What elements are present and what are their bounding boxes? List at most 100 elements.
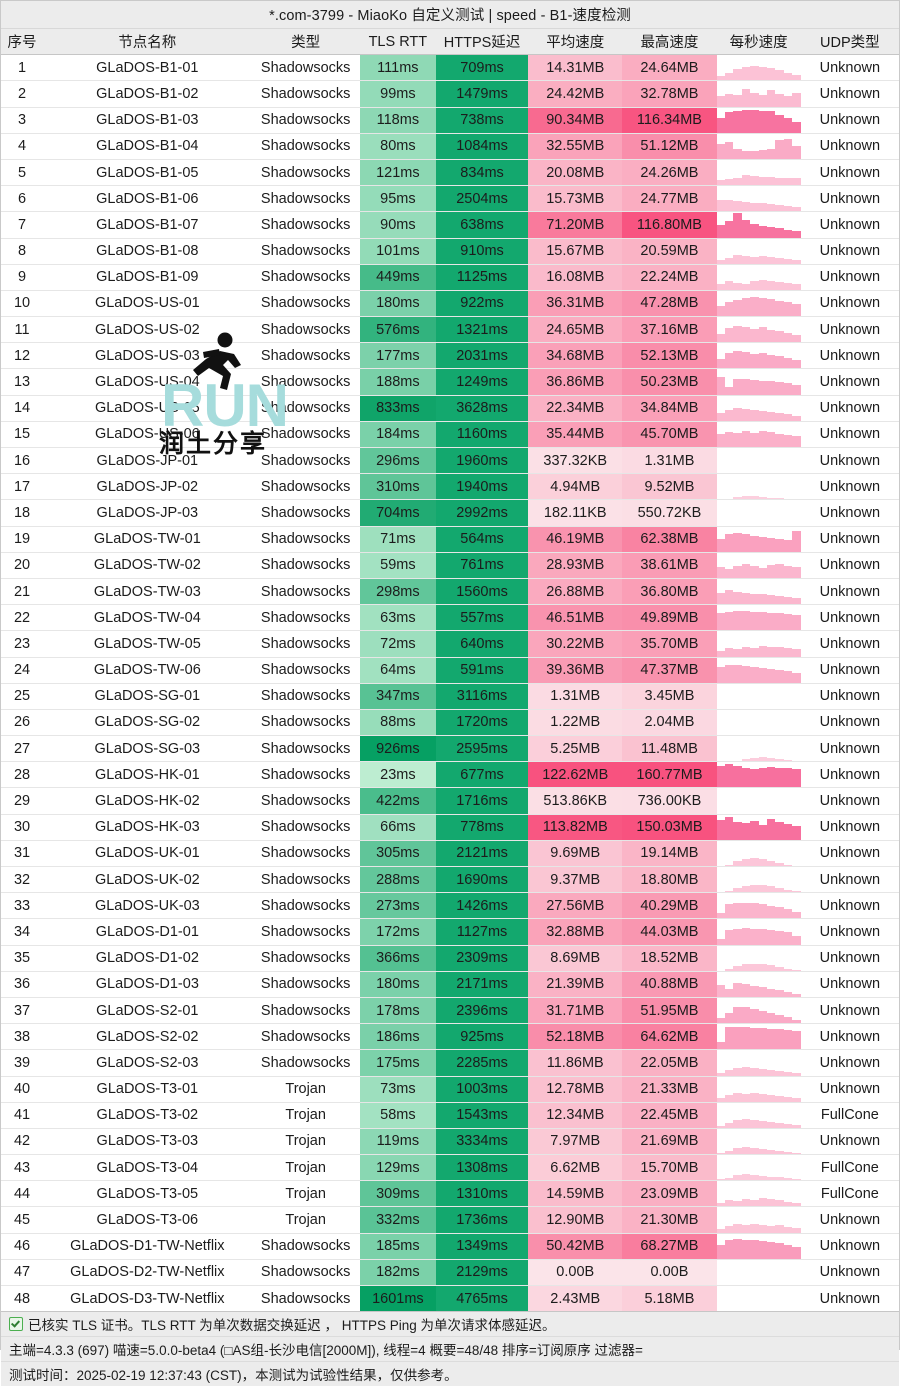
table-row[interactable]: 25 GLaDOS-SG-01 Shadowsocks 347ms 3116ms 1.31… [1, 683, 899, 710]
table-row[interactable]: 23 GLaDOS-TW-05 Shadowsocks 72ms 640ms 30.22M… [1, 630, 899, 657]
table-row[interactable]: 32 GLaDOS-UK-02 Shadowsocks 288ms 1690ms 9.37… [1, 866, 899, 893]
table-row[interactable]: 44 GLaDOS-T3-05 Trojan 309ms 1310ms 14.59MB 23… [1, 1180, 899, 1207]
table-row[interactable]: 15 GLaDOS-US-06 Shadowsocks 184ms 1160ms 35.4… [1, 421, 899, 448]
table-row[interactable]: 46 GLaDOS-D1-TW-Netflix Shadowsocks 185ms 13… [1, 1233, 899, 1260]
sparkline-bar [758, 1198, 767, 1207]
cell-node-name: GLaDOS-D1-TW-Netflix [70, 1238, 225, 1255]
table-row[interactable]: 29 GLaDOS-HK-02 Shadowsocks 422ms 1716ms 513.… [1, 787, 899, 815]
table-row[interactable]: 36 GLaDOS-D1-03 Shadowsocks 180ms 2171ms 21.3… [1, 971, 899, 998]
cell-max-speed: 736.00KB [622, 787, 717, 815]
sparkline-bar [750, 535, 759, 552]
cell-max-speed: 40.29MB [622, 892, 717, 919]
table-row[interactable]: 13 GLaDOS-US-04 Shadowsocks 188ms 1249ms 36.8… [1, 368, 899, 396]
sparkline-bar [716, 820, 725, 840]
cell-node-name: GLaDOS-UK-03 [94, 897, 200, 914]
cell-node-name: GLaDOS-TW-03 [93, 583, 201, 600]
column-header-max[interactable]: 最高速度 [622, 29, 717, 56]
cell-avg-speed: 28.93MB [528, 552, 623, 579]
table-row[interactable]: 38 GLaDOS-S2-02 Shadowsocks 186ms 925ms 52.18… [1, 1023, 899, 1050]
table-row[interactable]: 6 GLaDOS-B1-06 Shadowsocks 95ms 2504ms 15.73M… [1, 185, 899, 212]
sparkline-bar [766, 89, 776, 107]
table-row[interactable]: 18 GLaDOS-JP-03 Shadowsocks 704ms 2992ms 182.… [1, 499, 899, 527]
column-header-https[interactable]: HTTPS延迟 [435, 29, 529, 56]
sparkline-bar [733, 532, 742, 552]
table-row[interactable]: 5 GLaDOS-B1-05 Shadowsocks 121ms 834ms 20.08M… [1, 159, 899, 186]
cell-index: 33 [13, 897, 31, 914]
table-row[interactable]: 20 GLaDOS-TW-02 Shadowsocks 59ms 761ms 28.93M… [1, 552, 899, 579]
cell-per-second-sparkline [716, 814, 801, 840]
cell-https-delay: 1349ms [435, 1233, 529, 1260]
table-row[interactable]: 31 GLaDOS-UK-01 Shadowsocks 305ms 2121ms 9.69… [1, 840, 899, 867]
cell-udp-type: Unknown [819, 269, 881, 286]
column-header-tls-rtt[interactable]: TLS RTT [359, 29, 436, 56]
table-row[interactable]: 9 GLaDOS-B1-09 Shadowsocks 449ms 1125ms 16.08… [1, 264, 899, 291]
table-row[interactable]: 45 GLaDOS-T3-06 Trojan 332ms 1736ms 12.90MB 21… [1, 1206, 899, 1234]
column-header-udp-type[interactable]: UDP类型 [800, 29, 899, 56]
table-row[interactable]: 16 GLaDOS-JP-01 Shadowsocks 296ms 1960ms 337.… [1, 447, 899, 474]
column-header-avg[interactable]: 平均速度 [528, 29, 623, 56]
table-row[interactable]: 47 GLaDOS-D2-TW-Netflix Shadowsocks 182ms 21… [1, 1259, 899, 1286]
table-row[interactable]: 11 GLaDOS-US-02 Shadowsocks 576ms 1321ms 24.6… [1, 316, 899, 343]
table-row[interactable]: 39 GLaDOS-S2-03 Shadowsocks 175ms 2285ms 11.8… [1, 1049, 899, 1076]
table-row[interactable]: 33 GLaDOS-UK-03 Shadowsocks 273ms 1426ms 27.5… [1, 892, 899, 919]
sparkline-bar [783, 302, 793, 317]
sparkline-bar [792, 1228, 801, 1233]
cell-node-name: GLaDOS-TW-06 [93, 662, 201, 679]
column-header-name[interactable]: 节点名称 [43, 29, 252, 56]
cell-tls-rtt: 180ms [359, 290, 436, 317]
sparkline-bar [724, 142, 734, 159]
table-row[interactable]: 24 GLaDOS-TW-06 Shadowsocks 64ms 591ms 39.36M… [1, 657, 899, 684]
cell-index: 29 [13, 793, 31, 810]
table-row[interactable]: 4 GLaDOS-B1-04 Shadowsocks 80ms 1084ms 32.55M… [1, 133, 899, 160]
column-header-type[interactable]: 类型 [251, 29, 360, 56]
table-row[interactable]: 42 GLaDOS-T3-03 Trojan 119ms 3334ms 7.97MB 21.… [1, 1128, 899, 1155]
cell-per-second-sparkline [716, 919, 801, 945]
table-row[interactable]: 1 GLaDOS-B1-01 Shadowsocks 111ms 709ms 14.31M… [1, 54, 899, 81]
table-row[interactable]: 35 GLaDOS-D1-02 Shadowsocks 366ms 2309ms 8.69… [1, 945, 899, 972]
column-header-index[interactable]: 序号 [1, 29, 44, 56]
sparkline-bar [758, 904, 767, 919]
sparkline-bar [766, 68, 776, 81]
cell-per-second-sparkline [717, 788, 801, 814]
table-row[interactable]: 14 GLaDOS-US-05 Shadowsocks 833ms 3628ms 22.3… [1, 395, 899, 422]
table-row[interactable]: 27 GLaDOS-SG-03 Shadowsocks 926ms 2595ms 5.25… [1, 735, 899, 762]
table-row[interactable]: 2 GLaDOS-B1-02 Shadowsocks 99ms 1479ms 24.42M… [1, 80, 899, 108]
table-row[interactable]: 19 GLaDOS-TW-01 Shadowsocks 71ms 564ms 46.19M… [1, 526, 899, 553]
table-row[interactable]: 17 GLaDOS-JP-02 Shadowsocks 310ms 1940ms 4.94… [1, 473, 899, 500]
cell-max-speed: 160.77MB [622, 761, 717, 788]
table-row[interactable]: 26 GLaDOS-SG-02 Shadowsocks 88ms 1720ms 1.22M… [1, 709, 899, 736]
cell-index: 37 [13, 1002, 31, 1019]
table-row[interactable]: 12 GLaDOS-US-03 Shadowsocks 177ms 2031ms 34.6… [1, 342, 899, 369]
table-row[interactable]: 22 GLaDOS-TW-04 Shadowsocks 63ms 557ms 46.51M… [1, 604, 899, 631]
table-row[interactable]: 37 GLaDOS-S2-01 Shadowsocks 178ms 2396ms 31.7… [1, 997, 899, 1024]
table-row[interactable]: 7 GLaDOS-B1-07 Shadowsocks 90ms 638ms 71.20MB… [1, 211, 899, 238]
sparkline-bar [733, 1175, 742, 1181]
sparkline-bar [792, 1152, 801, 1155]
sparkline-bar [758, 768, 767, 788]
sparkline-bar [783, 1071, 793, 1076]
sparkline-bar [792, 230, 801, 238]
cell-tls-rtt: 288ms [359, 866, 436, 893]
cell-node-name: GLaDOS-B1-01 [96, 59, 199, 76]
table-row[interactable]: 21 GLaDOS-TW-03 Shadowsocks 298ms 1560ms 26.8… [1, 578, 899, 605]
table-row[interactable]: 3 GLaDOS-B1-03 Shadowsocks 118ms 738ms 90.34M… [1, 107, 899, 134]
table-row[interactable]: 28 GLaDOS-HK-01 Shadowsocks 23ms 677ms 122.62… [1, 761, 899, 788]
sparkline-bar [724, 1225, 734, 1233]
sparkline-bar [792, 384, 801, 395]
cell-type: Shadowsocks [260, 845, 351, 862]
table-row[interactable]: 41 GLaDOS-T3-02 Trojan 58ms 1543ms 12.34MB 22.… [1, 1102, 899, 1129]
table-row[interactable]: 8 GLaDOS-B1-08 Shadowsocks 101ms 910ms 15.67M… [1, 238, 899, 265]
table-row[interactable]: 48 GLaDOS-D3-TW-Netflix Shadowsocks 1601ms 4… [1, 1285, 899, 1312]
cell-type: Shadowsocks [260, 85, 351, 102]
table-row[interactable]: 43 GLaDOS-T3-04 Trojan 129ms 1308ms 6.62MB 15.… [1, 1154, 899, 1181]
sparkline [716, 1103, 801, 1128]
column-header-per-sec[interactable]: 每秒速度 [716, 29, 801, 56]
sparkline-bar [716, 305, 725, 317]
table-row[interactable]: 30 GLaDOS-HK-03 Shadowsocks 66ms 778ms 113.82… [1, 814, 899, 841]
table-row[interactable]: 10 GLaDOS-US-01 Shadowsocks 180ms 922ms 36.31… [1, 290, 899, 317]
table-row[interactable]: 34 GLaDOS-D1-01 Shadowsocks 172ms 1127ms 32.8… [1, 918, 899, 946]
cell-max-speed: 21.30MB [622, 1206, 717, 1234]
table-row[interactable]: 40 GLaDOS-T3-01 Trojan 73ms 1003ms 12.78MB 21.… [1, 1076, 899, 1103]
cell-per-second-sparkline [717, 867, 801, 893]
sparkline-bar [783, 991, 793, 997]
